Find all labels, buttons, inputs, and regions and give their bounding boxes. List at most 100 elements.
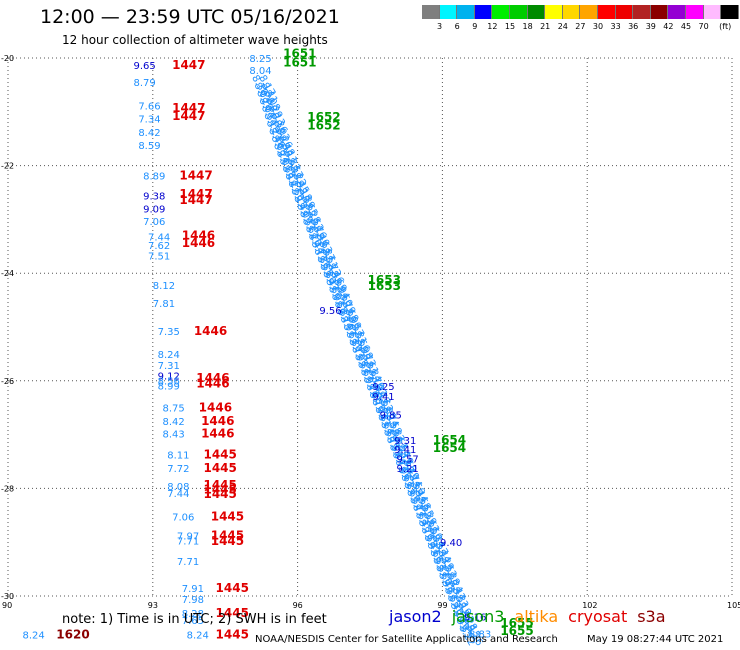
colorbar-label: 21 bbox=[540, 22, 551, 31]
colorbar-swatch bbox=[685, 5, 704, 19]
colorbar-unit: (ft) bbox=[719, 22, 732, 31]
wave-height-label: 7.31 bbox=[158, 361, 180, 372]
time-label: 1446 bbox=[194, 324, 227, 338]
colorbar-swatch bbox=[597, 5, 616, 19]
colorbar-label: 3 bbox=[437, 22, 443, 31]
time-label: 1445 bbox=[203, 461, 236, 475]
wave-height-label: 9.31 bbox=[394, 436, 416, 447]
wave-height-label: 7.62 bbox=[148, 241, 170, 252]
wave-height-label: 7.44 bbox=[148, 233, 170, 244]
colorbar-swatch bbox=[650, 5, 669, 19]
time-label: 1651 bbox=[283, 55, 316, 69]
colorbar-swatch bbox=[721, 5, 739, 19]
time-label: 1445 bbox=[203, 482, 236, 496]
wave-height-label: 9.21 bbox=[397, 464, 419, 475]
colorbar-label: 33 bbox=[610, 22, 621, 31]
wave-height-label: 7.65 bbox=[182, 616, 204, 627]
satellite-legend: jason2 jason3 altika cryosat s3a bbox=[389, 607, 676, 626]
time-label: 1445 bbox=[203, 448, 236, 462]
time-label: 1446 bbox=[201, 427, 234, 441]
colorbar-swatch bbox=[668, 5, 686, 19]
x-tick-label: 99 bbox=[437, 601, 447, 610]
colorbar-label: 70 bbox=[698, 22, 709, 31]
wave-height-label: 8.75 bbox=[162, 404, 184, 415]
y-tick-label: -20 bbox=[1, 54, 14, 63]
wave-height-label: 7.98 bbox=[182, 595, 204, 606]
wave-height-label: 9.85 bbox=[380, 411, 402, 422]
colorbar-label: 9 bbox=[472, 22, 478, 31]
time-label: 1447 bbox=[172, 109, 205, 123]
colorbar-swatch bbox=[527, 5, 546, 19]
wave-height-label: 7.35 bbox=[158, 327, 180, 338]
time-label: 1446 bbox=[196, 371, 229, 385]
wave-height-label: 9.40 bbox=[440, 538, 462, 549]
colorbar-swatch bbox=[439, 5, 458, 19]
colorbar-label: 27 bbox=[575, 22, 586, 31]
colorbar-swatch bbox=[580, 5, 598, 19]
colorbar-swatch bbox=[457, 5, 475, 19]
legend-item-jason2: jason2 bbox=[389, 607, 442, 626]
time-label: 1653 bbox=[368, 273, 401, 287]
wave-height-label: 8.83 bbox=[469, 630, 491, 641]
wave-height-label: 7.81 bbox=[153, 299, 175, 310]
time-labels: 1447144714471447144714471446144614461446… bbox=[56, 47, 533, 642]
colorbar-swatch bbox=[615, 5, 634, 19]
y-tick-label: -26 bbox=[1, 377, 14, 386]
time-label: 1446 bbox=[182, 236, 215, 250]
generation-timestamp: May 19 08:27:44 UTC 2021 bbox=[587, 634, 724, 645]
time-label: 1653 bbox=[368, 279, 401, 293]
y-tick-label: -24 bbox=[1, 269, 14, 278]
time-label: 1446 bbox=[199, 401, 232, 415]
time-label: 1445 bbox=[211, 534, 244, 548]
observation-labels: 9.658.797.667.348.428.598.899.389.097.06… bbox=[22, 54, 491, 642]
colorbar-labels: 3 6 9 12 15 18 21 24 27 30 33 36 39 42 45 70 (ft) bbox=[422, 22, 740, 34]
colorbar-label: 15 bbox=[504, 22, 516, 31]
colorbar-label: 6 bbox=[454, 22, 460, 31]
time-label: 1447 bbox=[179, 168, 212, 182]
colorbar bbox=[422, 5, 739, 19]
time-label: 1445 bbox=[203, 487, 236, 501]
y-tick-label: -22 bbox=[1, 162, 14, 171]
time-label: 1445 bbox=[211, 509, 244, 523]
x-tick-label: 93 bbox=[148, 601, 158, 610]
axis-ticks: 90 93 96 99 102 105 -20 -22 -24 -26 -28 -30 bbox=[1, 54, 740, 610]
time-label: 1620 bbox=[56, 628, 89, 642]
wave-height-label: 9.56 bbox=[319, 306, 341, 317]
wave-height-label: 9.09 bbox=[143, 205, 165, 216]
wave-height-label: 8.11 bbox=[167, 451, 189, 462]
time-label: 1652 bbox=[307, 110, 340, 124]
colorbar-swatch bbox=[509, 5, 528, 19]
wave-height-label: 8.08 bbox=[167, 482, 189, 493]
time-label: 1652 bbox=[307, 118, 340, 132]
wave-height-label: 7.71 bbox=[177, 557, 199, 568]
wave-height-label: 8.12 bbox=[153, 281, 175, 292]
legend-item-s3a: s3a bbox=[637, 607, 666, 626]
wave-height-label: 7.66 bbox=[138, 101, 160, 112]
footnote: note: 1) Time is in UTC; 2) SWH is in fe… bbox=[62, 612, 327, 627]
wave-height-label: 8.24 bbox=[187, 631, 209, 642]
wave-height-label: 9.12 bbox=[158, 371, 180, 382]
colorbar-swatch bbox=[545, 5, 563, 19]
colorbar-swatch bbox=[474, 5, 493, 19]
satellite-track: 8.308.038.208.048.348.198.218.468.058.24… bbox=[249, 73, 484, 648]
wave-height-label: 7.51 bbox=[148, 251, 170, 262]
colorbar-label: 18 bbox=[522, 22, 533, 31]
wave-height-label: 8.24 bbox=[22, 631, 44, 642]
wave-height-label: 8.89 bbox=[143, 171, 165, 182]
time-label: 1445 bbox=[203, 478, 236, 492]
time-label: 1447 bbox=[179, 187, 212, 201]
wave-height-label: 7.44 bbox=[167, 489, 189, 500]
wave-height-label: 9.25 bbox=[372, 382, 394, 393]
wave-height-label: 7.97 bbox=[177, 532, 199, 543]
y-tick-label: -30 bbox=[1, 592, 14, 601]
time-label: 1447 bbox=[172, 58, 205, 72]
time-label: 1654 bbox=[433, 441, 466, 455]
wave-height-label: 9.38 bbox=[143, 192, 165, 203]
wave-height-label: 9.41 bbox=[394, 445, 416, 456]
wave-height-label: 8.04 bbox=[249, 66, 271, 77]
page-title: 12:00 — 23:59 UTC 05/16/2021 bbox=[40, 6, 340, 28]
x-tick-label: 96 bbox=[293, 601, 303, 610]
colorbar-swatch bbox=[562, 5, 581, 19]
time-label: 1651 bbox=[283, 47, 316, 61]
